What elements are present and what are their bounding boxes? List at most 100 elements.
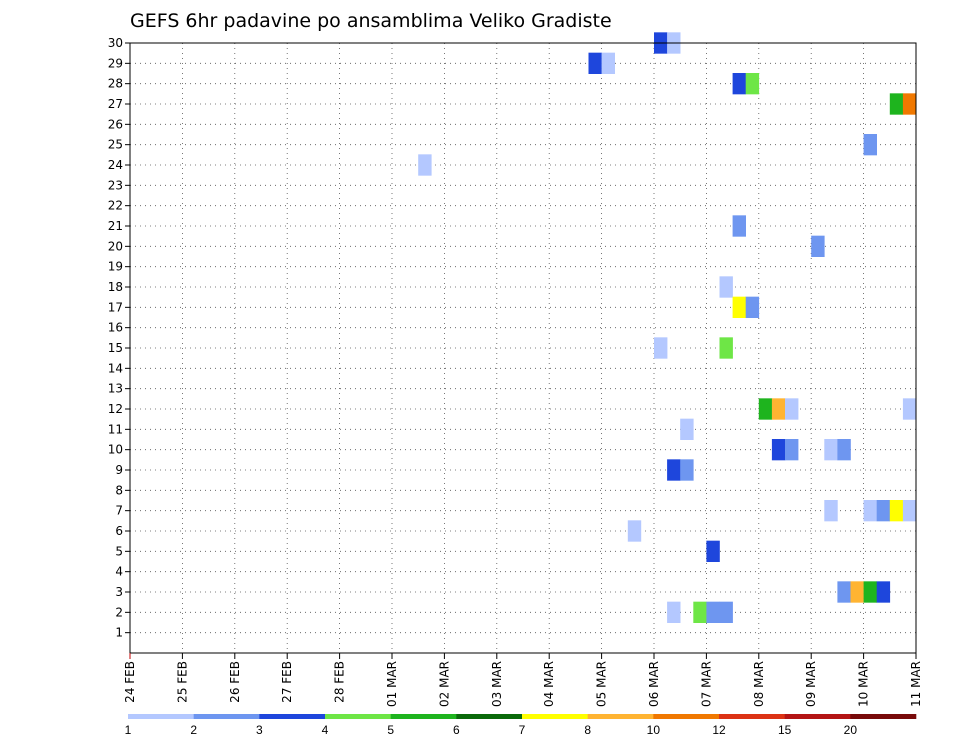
- y-tick-label: 11: [108, 422, 123, 436]
- y-tick-label: 28: [108, 77, 123, 91]
- y-tick-label: 5: [115, 544, 123, 558]
- precip-cell: [667, 601, 681, 623]
- y-tick-label: 14: [108, 361, 123, 375]
- y-tick-label: 16: [108, 321, 123, 335]
- x-tick-label: 10 MAR: [857, 661, 871, 707]
- colorbar-label: 4: [322, 723, 329, 737]
- y-tick-label: 15: [108, 341, 123, 355]
- colorbar-label: 5: [387, 723, 394, 737]
- x-tick-label: 11 MAR: [909, 661, 923, 707]
- y-tick-label: 23: [108, 178, 123, 192]
- precip-cell: [732, 215, 746, 237]
- precip-cell: [680, 418, 694, 440]
- colorbar-segment: [587, 714, 654, 719]
- y-tick-label: 18: [108, 280, 123, 294]
- x-tick-label: 28 FEB: [333, 661, 347, 703]
- y-tick-label: 17: [108, 300, 123, 314]
- y-axis: 1234567891011121314151617181920212223242…: [108, 36, 130, 640]
- precip-cell: [785, 439, 799, 461]
- colorbar-label: 20: [844, 723, 858, 737]
- precip-cell: [418, 154, 432, 176]
- precip-cell: [876, 500, 891, 522]
- colorbar: 1 2 3 4 5 6 7 8 10 12 15 20: [125, 714, 917, 737]
- precip-cell: [863, 581, 877, 603]
- colorbar-segment: [193, 714, 260, 719]
- y-tick-label: 20: [108, 239, 123, 253]
- x-tick-label: 25 FEB: [175, 661, 189, 703]
- colorbar-segment: [128, 714, 194, 719]
- colorbar-segment: [784, 714, 851, 719]
- precip-cell: [719, 276, 733, 298]
- precip-cell: [654, 337, 668, 359]
- plot-frame: [129, 42, 917, 654]
- precip-cell: [588, 52, 602, 74]
- x-tick-label: 02 MAR: [437, 661, 451, 707]
- y-tick-label: 29: [108, 56, 123, 70]
- y-tick-label: 13: [108, 382, 123, 396]
- x-tick-label: 27 FEB: [280, 661, 294, 703]
- colorbar-segment: [325, 714, 391, 719]
- colorbar-label: 1: [125, 723, 132, 737]
- y-tick-label: 2: [115, 605, 123, 619]
- precip-cell: [732, 296, 746, 318]
- precip-cell: [601, 52, 615, 74]
- precip-cell: [719, 601, 733, 623]
- x-tick-label: 24 FEB: [123, 661, 137, 703]
- precip-cell: [732, 73, 746, 95]
- precip-cell: [706, 540, 720, 562]
- precip-cell: [693, 601, 707, 623]
- chart-title: GEFS 6hr padavine po ansamblima Veliko G…: [130, 10, 612, 32]
- colorbar-label: 7: [519, 723, 526, 737]
- colorbar-segment: [259, 714, 326, 719]
- precip-cell: [758, 398, 773, 420]
- y-tick-label: 21: [108, 219, 123, 233]
- colorbar-segment: [456, 714, 523, 719]
- colorbar-label: 2: [190, 723, 197, 737]
- precip-cell: [863, 500, 877, 522]
- x-tick-label: 05 MAR: [595, 661, 609, 707]
- precip-cells: [418, 32, 917, 623]
- precip-cell: [719, 337, 733, 359]
- precip-cell: [745, 296, 760, 318]
- precip-cell: [667, 459, 681, 481]
- colorbar-label: 15: [778, 723, 792, 737]
- precip-cell: [902, 93, 917, 115]
- colorbar-label: 3: [256, 723, 263, 737]
- precip-cell: [627, 520, 642, 542]
- colorbar-segment: [522, 714, 588, 719]
- precip-cell: [811, 235, 825, 257]
- precip-cell: [771, 439, 786, 461]
- precip-cell: [785, 398, 799, 420]
- precip-cell: [902, 500, 917, 522]
- y-tick-label: 12: [108, 402, 123, 416]
- y-tick-label: 19: [108, 260, 123, 274]
- precip-cell: [889, 500, 904, 522]
- precip-cell: [837, 439, 851, 461]
- precip-cell: [824, 500, 838, 522]
- colorbar-label: 6: [453, 723, 460, 737]
- y-tick-label: 4: [115, 565, 123, 579]
- y-tick-label: 7: [115, 504, 123, 518]
- x-tick-label: 06 MAR: [647, 661, 661, 707]
- colorbar-label: 12: [712, 723, 726, 737]
- precip-cell: [771, 398, 786, 420]
- colorbar-label: 8: [584, 723, 591, 737]
- colorbar-segment: [653, 714, 720, 719]
- precip-cell: [889, 93, 904, 115]
- colorbar-label: 10: [647, 723, 661, 737]
- x-tick-label: 01 MAR: [385, 661, 399, 707]
- precip-cell: [745, 73, 760, 95]
- y-tick-label: 6: [115, 524, 123, 538]
- precip-cell: [863, 134, 877, 156]
- y-tick-label: 27: [108, 97, 123, 111]
- grid-lines: [130, 42, 916, 653]
- precip-cell: [902, 398, 917, 420]
- y-tick-label: 3: [115, 585, 123, 599]
- precip-cell: [824, 439, 838, 461]
- colorbar-segment: [719, 714, 785, 719]
- y-tick-label: 22: [108, 199, 123, 213]
- x-tick-label: 09 MAR: [804, 661, 818, 707]
- x-tick-label: 08 MAR: [752, 661, 766, 707]
- colorbar-segment: [390, 714, 457, 719]
